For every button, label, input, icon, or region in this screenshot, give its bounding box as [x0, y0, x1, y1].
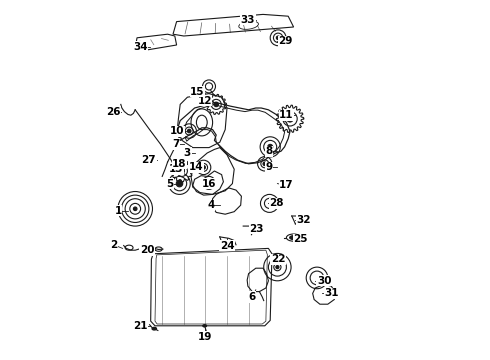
Text: 15: 15 — [190, 87, 205, 97]
Text: 3: 3 — [184, 148, 191, 158]
Text: 32: 32 — [296, 215, 311, 225]
Text: 10: 10 — [170, 126, 185, 136]
Text: 28: 28 — [270, 198, 284, 208]
Circle shape — [133, 207, 137, 211]
Text: 19: 19 — [198, 332, 213, 342]
Circle shape — [187, 129, 191, 133]
Text: 13: 13 — [169, 164, 183, 174]
Circle shape — [287, 116, 293, 122]
Circle shape — [202, 166, 205, 169]
Ellipse shape — [203, 325, 206, 327]
Text: 29: 29 — [278, 36, 293, 46]
Circle shape — [276, 266, 279, 269]
Text: 17: 17 — [279, 180, 294, 190]
Circle shape — [276, 36, 280, 40]
Text: 1: 1 — [115, 206, 122, 216]
Circle shape — [176, 180, 183, 187]
Text: 6: 6 — [248, 292, 256, 302]
Text: 33: 33 — [241, 15, 255, 25]
Text: 5: 5 — [166, 179, 173, 189]
Circle shape — [263, 162, 267, 166]
Text: 31: 31 — [324, 288, 339, 298]
Text: 21: 21 — [133, 321, 148, 331]
Text: 11: 11 — [279, 110, 294, 120]
Text: 30: 30 — [317, 276, 331, 286]
Text: 27: 27 — [142, 155, 156, 165]
Text: 2: 2 — [110, 240, 117, 250]
Ellipse shape — [152, 328, 156, 330]
Text: 8: 8 — [266, 146, 273, 156]
Circle shape — [179, 168, 184, 174]
Text: 25: 25 — [294, 234, 308, 244]
Text: 34: 34 — [133, 42, 148, 52]
Text: 24: 24 — [220, 240, 234, 251]
Text: 20: 20 — [140, 245, 154, 255]
Text: 23: 23 — [249, 224, 264, 234]
Text: 12: 12 — [197, 96, 212, 106]
Text: 26: 26 — [106, 107, 120, 117]
Text: 16: 16 — [202, 179, 216, 189]
Text: 4: 4 — [207, 200, 215, 210]
Circle shape — [214, 102, 219, 107]
Text: 14: 14 — [188, 162, 203, 172]
Circle shape — [268, 144, 273, 149]
Text: 9: 9 — [266, 162, 272, 172]
Text: 7: 7 — [172, 139, 179, 149]
Ellipse shape — [290, 235, 297, 240]
Text: 22: 22 — [271, 254, 285, 264]
Text: 18: 18 — [172, 159, 187, 169]
